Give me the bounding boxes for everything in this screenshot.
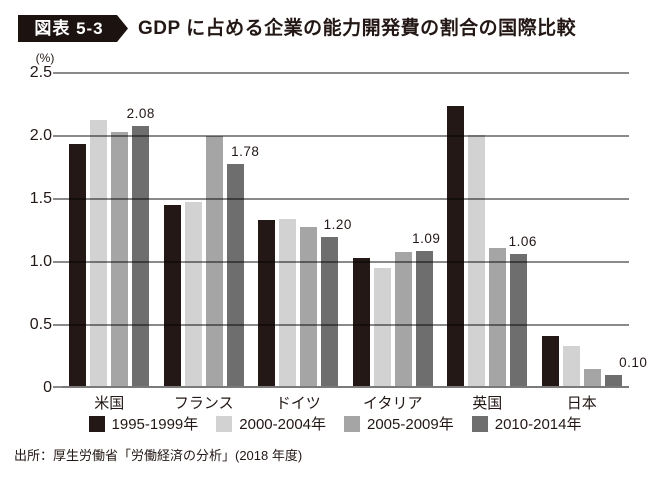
y-tick-label: 1.5	[29, 190, 52, 207]
bar-1995-1999年	[447, 105, 465, 388]
bar-group-4: イタリア 1.09	[346, 73, 441, 412]
legend-label: 2010-2014年	[494, 416, 582, 433]
y-axis: 2.5 2.0 1.5 1.0 0.5 0	[2, 64, 52, 396]
x-tick-label: 米国	[94, 395, 125, 412]
bar-1995-1999年	[258, 220, 276, 388]
y-tick-label: 1.0	[29, 253, 52, 270]
y-axis-tick	[53, 198, 62, 200]
bar-2000-2004年	[373, 268, 391, 388]
x-tick-label: イタリア	[363, 395, 423, 412]
value-label: 2.08	[126, 105, 155, 121]
bar-2010-2014年	[321, 236, 339, 388]
bar-2010-2014年	[604, 375, 622, 388]
y-tick-label: 2.5	[29, 64, 52, 81]
legend-swatch-icon	[344, 415, 360, 432]
figure-number-badge: 図表 5-3	[18, 15, 128, 42]
legend-item: 2010-2014年	[471, 413, 582, 434]
gridline	[62, 72, 629, 74]
y-axis-unit: (%)	[35, 51, 55, 65]
y-axis-tick	[53, 324, 62, 326]
legend-swatch-icon	[216, 415, 233, 432]
bar-2000-2004年	[90, 119, 108, 388]
bar-2010-2014年	[415, 250, 433, 388]
plot-area: 米国 2.08 フランス 1.78 ドイツ 1.20 イタリア 1.09 英国 1.06 日本 0.1…	[53, 72, 647, 412]
figure-number: 図表 5-3	[34, 19, 104, 38]
legend-item: 2005-2009年	[344, 413, 454, 434]
bar-group-6: 日本 0.10	[535, 73, 647, 412]
x-axis-baseline	[62, 386, 629, 388]
bar-2005-2009年	[300, 226, 318, 388]
y-axis-tick	[53, 72, 62, 74]
bar-1995-1999年	[352, 258, 370, 388]
bar-group-1: 米国 2.08	[62, 73, 157, 412]
bar-2000-2004年	[279, 219, 297, 388]
y-tick-label: 0	[43, 379, 52, 396]
value-label: 1.78	[231, 143, 260, 159]
bar-2010-2014年	[132, 125, 150, 388]
bar-group-5: 英国 1.06	[440, 73, 537, 412]
y-tick-label: 2.0	[29, 127, 52, 144]
x-tick-label: ドイツ	[275, 395, 321, 412]
legend: 1995-1999年 2000-2004年 2005-2009年 2010-2014年	[0, 413, 670, 434]
bar-2005-2009年	[394, 251, 412, 388]
legend-label: 2005-2009年	[367, 416, 454, 433]
bar-2005-2009年	[583, 369, 601, 388]
bar-1995-1999年	[69, 143, 87, 388]
y-axis-tick	[53, 135, 62, 137]
bar-1995-1999年	[541, 336, 559, 388]
legend-item: 1995-1999年	[88, 413, 199, 434]
y-axis-tick	[53, 386, 62, 388]
figure-title: GDP に占める企業の能力開発費の割合の国際比較	[138, 18, 577, 39]
gridline	[62, 135, 629, 137]
bar-2005-2009年	[489, 248, 507, 388]
bar-2010-2014年	[510, 254, 528, 388]
bar-group-3: ドイツ 1.20	[251, 73, 351, 412]
legend-swatch-icon	[88, 415, 105, 432]
value-label: 1.09	[412, 230, 441, 246]
gridline	[62, 261, 629, 263]
bar-2010-2014年	[226, 163, 244, 388]
gridline	[62, 198, 629, 200]
bar-group-2: フランス 1.78	[157, 73, 259, 412]
source-note: 出所：厚生労働省「労働経済の分析」(2018 年度)	[14, 448, 303, 463]
bar-1995-1999年	[163, 205, 181, 388]
legend-item: 2000-2004年	[216, 413, 326, 434]
y-tick-label: 0.5	[29, 316, 52, 333]
value-label: 1.06	[508, 234, 537, 250]
bar-2000-2004年	[562, 346, 580, 388]
y-axis-tick	[53, 261, 62, 263]
x-tick-label: フランス	[173, 395, 234, 412]
legend-swatch-icon	[471, 415, 488, 432]
gridline	[62, 324, 629, 326]
value-label: 1.20	[323, 216, 352, 232]
legend-label: 2000-2004年	[239, 416, 326, 433]
x-tick-label: 英国	[472, 395, 503, 412]
legend-label: 1995-1999年	[111, 416, 199, 433]
x-tick-label: 日本	[566, 395, 597, 412]
value-label: 0.10	[619, 355, 648, 371]
bar-2000-2004年	[184, 201, 202, 388]
